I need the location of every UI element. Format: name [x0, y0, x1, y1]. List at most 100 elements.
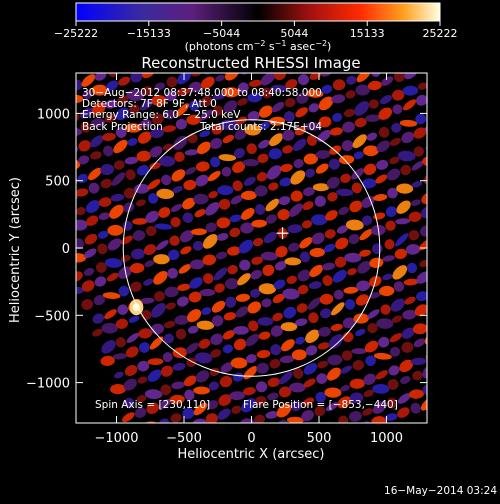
fringe-blob — [207, 170, 221, 182]
fringe-blob — [293, 368, 304, 379]
fringe-blob — [308, 281, 322, 289]
fringe-blob — [177, 283, 191, 291]
fringe-blob — [391, 122, 402, 133]
fringe-blob — [399, 119, 418, 127]
fringe-blob — [327, 354, 343, 366]
fringe-blob — [101, 322, 118, 334]
y-tick-label: 0 — [62, 242, 70, 257]
fringe-blob — [233, 325, 249, 335]
fringe-blob — [156, 240, 169, 251]
fringe-blob — [270, 325, 283, 337]
fringe-blob — [344, 299, 356, 310]
fringe-blob — [76, 127, 83, 137]
fringe-blob — [373, 352, 392, 360]
fringe-blob — [97, 243, 108, 255]
fringe-blob — [59, 255, 73, 269]
fringe-blob — [195, 370, 210, 383]
fringe-blob — [352, 134, 367, 149]
fringe-blob — [153, 254, 170, 265]
fringe-blob — [196, 141, 211, 155]
fringe-blob — [222, 330, 235, 340]
fringe-blob — [306, 89, 324, 98]
fringe-blob — [435, 135, 451, 150]
fringe-blob — [415, 94, 427, 106]
fringe-blob — [222, 134, 235, 144]
fringe-blob — [136, 395, 147, 403]
fringe-blob — [233, 148, 246, 159]
fringe-blob — [261, 298, 272, 308]
fringe-blob — [341, 350, 353, 361]
fringe-blob — [346, 75, 357, 85]
fringe-blob — [104, 113, 116, 123]
fringe-blob — [386, 168, 401, 181]
fringe-blob — [277, 209, 290, 221]
fringe-blob — [169, 235, 180, 246]
detectors-text: Detectors: 7F 8F 9F, Att 0 — [82, 98, 217, 110]
fringe-blob — [318, 96, 334, 111]
fringe-blob — [151, 95, 167, 106]
fringe-blob — [158, 418, 169, 423]
fringe-blob — [138, 342, 150, 353]
fringe-blob — [254, 396, 267, 406]
fringe-blob — [400, 376, 411, 384]
fringe-blob — [94, 276, 107, 287]
fringe-blob — [354, 101, 370, 116]
fringe-blob — [265, 214, 277, 224]
fringe-blob — [158, 398, 172, 409]
fringe-blob — [315, 150, 331, 159]
fringe-blob — [422, 363, 427, 379]
fringe-blob — [260, 73, 275, 86]
fringe-blob — [331, 94, 346, 104]
fringe-blob — [201, 307, 212, 316]
colorbar-tick-label: 25222 — [423, 27, 458, 40]
fringe-blob — [156, 188, 175, 200]
fringe-blob — [202, 273, 214, 284]
fringe-blob — [118, 266, 132, 279]
fringe-blob — [102, 292, 121, 299]
fringe-blob — [60, 225, 75, 235]
fringe-blob — [195, 174, 209, 187]
fringe-blob — [81, 74, 96, 87]
fringe-blob — [287, 224, 303, 234]
fringe-blob — [195, 161, 210, 172]
chart-title: Reconstructed RHESSI Image — [141, 54, 360, 72]
fringe-blob — [112, 353, 128, 360]
fringe-blob — [147, 369, 162, 382]
fringe-blob — [304, 121, 321, 131]
fringe-blob — [431, 234, 444, 247]
fringe-blob — [304, 168, 316, 178]
fringe-blob — [294, 318, 308, 327]
fringe-blob — [209, 156, 221, 168]
fringe-blob — [410, 402, 421, 414]
fringe-blob — [188, 291, 202, 303]
fringe-blob — [163, 320, 176, 329]
fringe-blob — [205, 202, 220, 216]
fringe-blob — [216, 233, 229, 241]
x-tick-label: 500 — [307, 431, 332, 446]
fringe-blob — [279, 355, 295, 364]
fringe-blob — [239, 259, 251, 271]
fringe-blob — [317, 360, 329, 369]
fringe-blob — [132, 230, 146, 241]
fringe-blob — [372, 401, 387, 414]
fringe-blob — [403, 99, 417, 111]
fringe-blob — [363, 389, 374, 398]
fringe-blob — [149, 336, 164, 350]
fringe-blob — [409, 389, 424, 399]
fringe-blob — [169, 394, 185, 405]
fringe-blob — [165, 302, 176, 310]
fringe-blob — [361, 196, 375, 208]
fringe-blob — [332, 112, 343, 122]
footer-timestamp: 16−May−2014 03:24 — [384, 485, 497, 497]
fringe-blob — [210, 137, 223, 150]
fringe-blob — [76, 113, 80, 122]
fringe-blob — [303, 378, 316, 388]
fringe-blob — [182, 212, 194, 223]
fringe-blob — [90, 118, 106, 128]
fringe-blob — [268, 148, 282, 160]
fringe-blob — [397, 407, 410, 418]
colorbar-gradient — [75, 2, 441, 22]
fringe-blob — [351, 182, 363, 194]
fringe-blob — [218, 154, 237, 162]
fringe-blob — [344, 252, 362, 263]
